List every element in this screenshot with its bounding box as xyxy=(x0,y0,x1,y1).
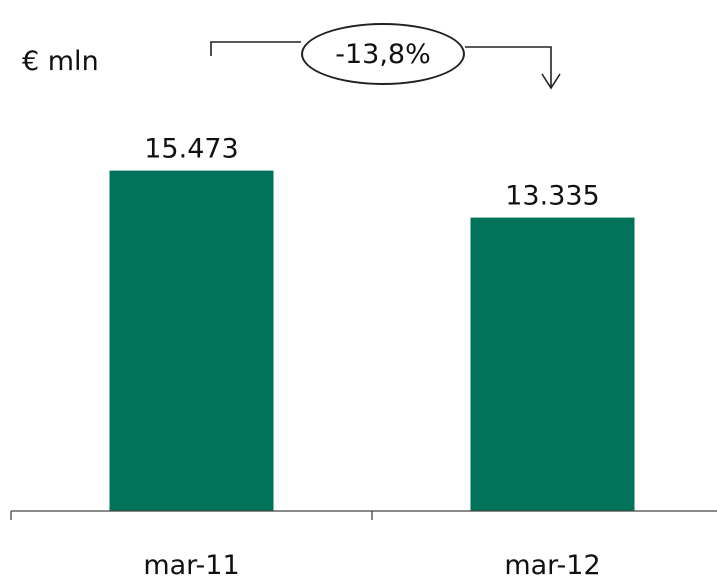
bracket-left-arm xyxy=(210,41,301,56)
bars-layer xyxy=(109,170,635,511)
change-percentage-badge: -13,8% xyxy=(301,23,465,85)
unit-label: € mln xyxy=(22,46,99,77)
change-bracket xyxy=(210,41,561,90)
category-label-mar-11: mar-11 xyxy=(143,550,239,578)
category-label-mar-12: mar-12 xyxy=(504,550,600,578)
value-label-mar-12: 13.335 xyxy=(505,181,599,212)
down-arrow-icon xyxy=(541,73,561,90)
bar-mar-12 xyxy=(470,217,635,511)
bar-mar-11 xyxy=(109,170,274,511)
bracket-right-arm xyxy=(465,46,552,88)
value-label-mar-11: 15.473 xyxy=(144,134,238,165)
labels-layer: 15.473 mar-11 13.335 mar-12 xyxy=(143,134,600,578)
